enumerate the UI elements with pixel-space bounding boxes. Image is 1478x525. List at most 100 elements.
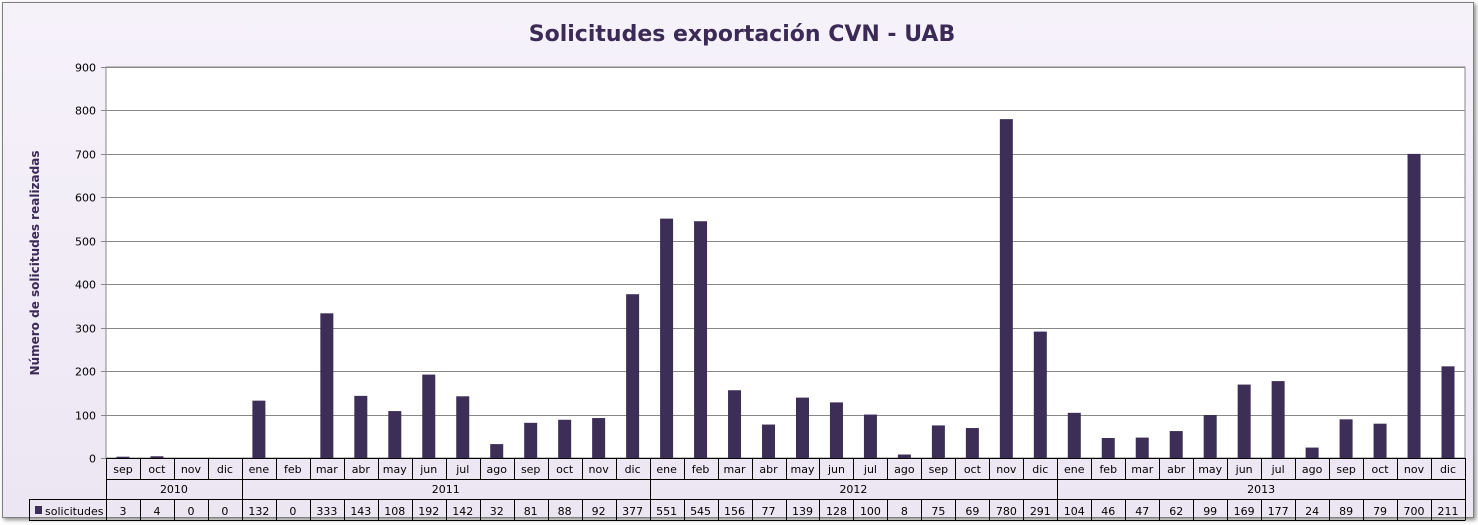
y-tick-label: 100 xyxy=(75,410,96,423)
bar xyxy=(829,402,843,458)
x-tick-label: jun xyxy=(1235,463,1253,476)
bar xyxy=(1169,431,1183,458)
data-label: 700 xyxy=(1404,505,1425,518)
x-tick-label: ene xyxy=(249,463,270,476)
bar xyxy=(1339,419,1353,458)
x-tick-label: ago xyxy=(1302,463,1323,476)
bar xyxy=(388,411,402,458)
y-tick-labels: 0 100 200 300 400 500 600 700 800 900 xyxy=(75,62,96,466)
y-tick-label: 900 xyxy=(75,62,96,75)
x-tick-label: nov xyxy=(1404,463,1425,476)
x-tick-label: abr xyxy=(352,463,371,476)
bar xyxy=(694,221,708,458)
data-label: 81 xyxy=(524,505,538,518)
bar xyxy=(354,395,368,458)
y-tick-label: 700 xyxy=(75,149,96,162)
y-tick-label: 200 xyxy=(75,366,96,379)
bar xyxy=(592,418,606,458)
data-label: 291 xyxy=(1030,505,1051,518)
bar xyxy=(1067,412,1081,458)
bar xyxy=(558,419,572,458)
x-tick-label: dic xyxy=(625,463,641,476)
x-tick-label: oct xyxy=(148,463,166,476)
data-label: 377 xyxy=(622,505,643,518)
year-group-label: 2011 xyxy=(432,483,460,496)
data-label: 128 xyxy=(826,505,847,518)
bar xyxy=(1373,423,1387,458)
y-tick-label: 800 xyxy=(75,105,96,118)
bar xyxy=(1135,437,1149,458)
data-label: 88 xyxy=(558,505,572,518)
bar xyxy=(863,414,877,458)
bar xyxy=(1237,384,1251,458)
data-label: 99 xyxy=(1203,505,1217,518)
data-label: 69 xyxy=(965,505,979,518)
y-tick-label: 400 xyxy=(75,279,96,292)
data-label: 551 xyxy=(656,505,677,518)
bar xyxy=(1203,414,1217,458)
data-label: 108 xyxy=(384,505,405,518)
x-tick-label: sep xyxy=(113,463,132,476)
y-tick-label: 0 xyxy=(89,453,96,466)
data-label: 139 xyxy=(792,505,813,518)
bar xyxy=(660,218,674,458)
data-label: 142 xyxy=(452,505,473,518)
x-tick-label: may xyxy=(383,463,407,476)
bar xyxy=(1271,381,1285,458)
data-label: 92 xyxy=(592,505,606,518)
x-tick-label: sep xyxy=(929,463,948,476)
x-tick-label: jul xyxy=(1271,463,1285,476)
x-tick-label: jul xyxy=(863,463,877,476)
x-tick-label: nov xyxy=(589,463,610,476)
y-axis-label: Número de solicitudes realizadas xyxy=(28,151,42,376)
data-label: 46 xyxy=(1101,505,1115,518)
bar xyxy=(490,444,504,458)
data-label: 62 xyxy=(1169,505,1183,518)
data-label: 104 xyxy=(1064,505,1085,518)
x-tick-label: oct xyxy=(556,463,574,476)
x-tick-label: ene xyxy=(1064,463,1085,476)
bar xyxy=(1441,366,1455,458)
data-label: 32 xyxy=(490,505,504,518)
bar xyxy=(422,374,436,458)
bar xyxy=(999,119,1013,458)
y-tick-label: 300 xyxy=(75,323,96,336)
x-tick-label: mar xyxy=(724,463,746,476)
data-label: 780 xyxy=(996,505,1017,518)
bar xyxy=(762,424,776,458)
data-label: 24 xyxy=(1305,505,1319,518)
bar xyxy=(320,313,334,458)
x-tick-label: dic xyxy=(1440,463,1456,476)
data-label: 4 xyxy=(153,505,160,518)
x-tick-label: abr xyxy=(759,463,778,476)
data-label: 89 xyxy=(1339,505,1353,518)
y-tick-label: 500 xyxy=(75,236,96,249)
x-tick-label: jun xyxy=(419,463,437,476)
year-group-label: 2012 xyxy=(839,483,867,496)
x-tick-label: feb xyxy=(692,463,710,476)
x-tick-label: sep xyxy=(1336,463,1355,476)
x-tick-label: jul xyxy=(455,463,469,476)
legend-swatch xyxy=(35,506,42,514)
chart-title: Solicitudes exportación CVN - UAB xyxy=(529,22,955,47)
bar xyxy=(1305,447,1319,458)
data-label: 211 xyxy=(1438,505,1459,518)
data-label: 156 xyxy=(724,505,745,518)
year-group-label: 2013 xyxy=(1247,483,1275,496)
bar xyxy=(1033,331,1047,458)
x-tick-label: ago xyxy=(894,463,915,476)
x-tick-label: feb xyxy=(284,463,302,476)
data-label: 169 xyxy=(1234,505,1255,518)
bar xyxy=(524,422,538,458)
year-group-label: 2010 xyxy=(160,483,188,496)
data-label: 333 xyxy=(316,505,337,518)
x-tick-label: nov xyxy=(996,463,1017,476)
y-tick-label: 600 xyxy=(75,192,96,205)
data-label: 47 xyxy=(1135,505,1149,518)
bar xyxy=(116,456,130,458)
data-label: 75 xyxy=(931,505,945,518)
data-label: 0 xyxy=(289,505,296,518)
bar xyxy=(456,396,470,458)
data-label: 132 xyxy=(248,505,269,518)
x-tick-label: jun xyxy=(827,463,845,476)
